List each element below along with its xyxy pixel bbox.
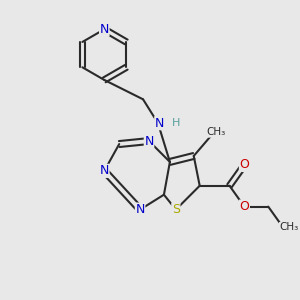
Text: N: N bbox=[155, 117, 164, 130]
Text: N: N bbox=[100, 164, 109, 177]
Text: N: N bbox=[144, 135, 154, 148]
Text: S: S bbox=[172, 203, 180, 216]
Text: CH₃: CH₃ bbox=[280, 223, 299, 232]
Text: CH₃: CH₃ bbox=[206, 127, 226, 137]
Text: H: H bbox=[172, 118, 180, 128]
Text: O: O bbox=[239, 200, 249, 213]
Text: N: N bbox=[100, 23, 109, 36]
Text: O: O bbox=[239, 158, 249, 171]
Text: N: N bbox=[135, 203, 145, 216]
